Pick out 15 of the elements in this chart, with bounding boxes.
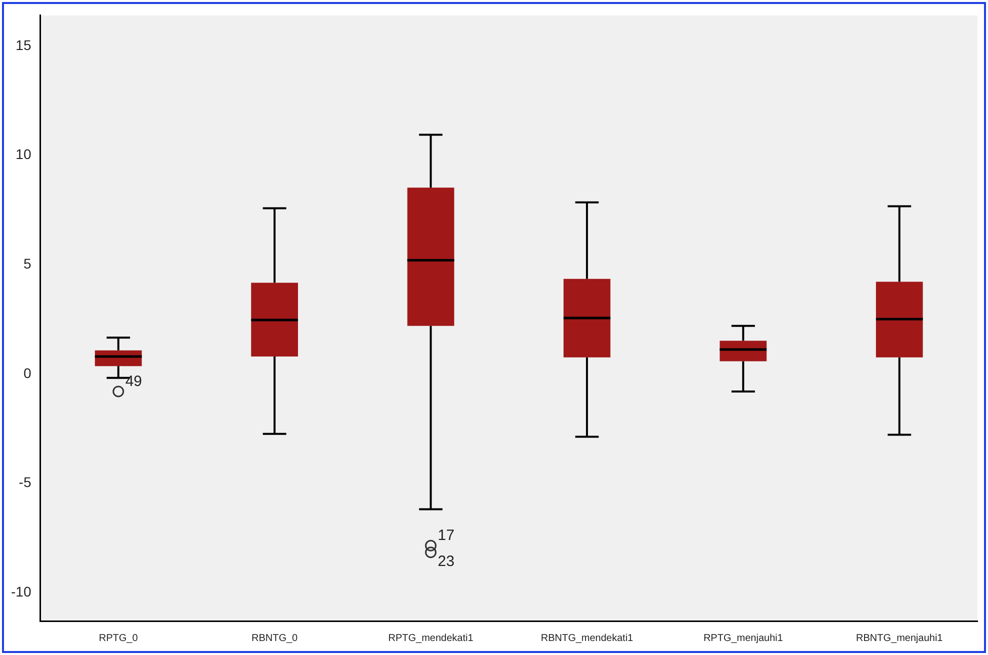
y-tick-label: 5 <box>23 255 32 272</box>
y-tick-label: 15 <box>16 36 32 53</box>
x-tick-label: RBNTG_0 <box>251 632 298 644</box>
x-tick-label: RBNTG_mendekati1 <box>540 632 634 644</box>
annotation: 23 <box>438 552 454 570</box>
annotation: 49 <box>125 373 142 390</box>
x-tick-label: RPTG_menjauhi1 <box>703 632 784 644</box>
x-tick-label: RBNTG_menjauhi1 <box>856 632 944 644</box>
y-tick-label: 10 <box>16 146 32 162</box>
y-tick-label: -5 <box>18 474 32 490</box>
annotation: 17 <box>438 527 454 544</box>
x-tick-label: RPTG_mendekati1 <box>388 632 474 644</box>
y-tick-label: 0 <box>23 364 32 381</box>
x-tick-label: RPTG_0 <box>98 632 138 644</box>
y-tick-label: -10 <box>11 583 32 600</box>
